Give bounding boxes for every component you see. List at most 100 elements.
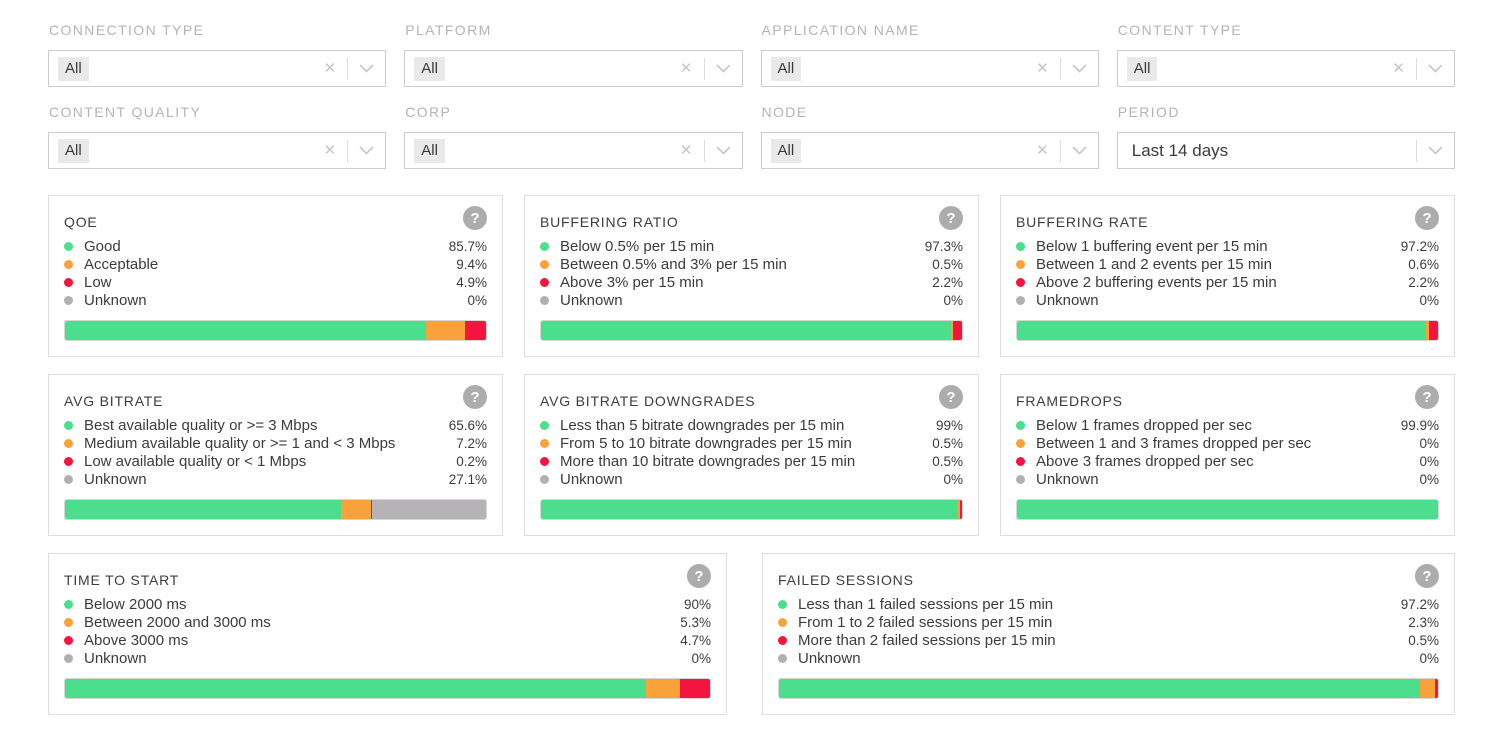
chevron-down-icon[interactable] — [716, 64, 731, 73]
legend-dot-icon — [64, 420, 73, 430]
legend: Below 1 buffering event per 15 min 97.2%… — [1016, 237, 1439, 309]
legend-label: Unknown — [1036, 291, 1099, 309]
clear-icon[interactable]: ✕ — [1392, 60, 1405, 77]
help-icon[interactable]: ? — [939, 385, 963, 409]
filter-select[interactable]: All ✕ — [760, 50, 1099, 87]
legend-value: 4.7% — [680, 632, 711, 648]
clear-icon[interactable]: ✕ — [679, 60, 693, 77]
stacked-bar — [64, 678, 711, 699]
filter-select[interactable]: All ✕ — [1116, 50, 1455, 87]
legend-value: 0% — [1419, 471, 1439, 487]
clear-icon[interactable]: ✕ — [1036, 142, 1049, 159]
bar-segment-warn — [340, 500, 372, 519]
chevron-down-icon[interactable] — [1428, 146, 1443, 155]
legend-value: 0% — [1419, 435, 1439, 451]
legend-value: 85.7% — [448, 238, 487, 254]
legend-label: More than 10 bitrate downgrades per 15 m… — [560, 452, 856, 470]
legend-dot-icon — [1016, 259, 1025, 269]
legend-value: 99% — [935, 417, 963, 433]
chevron-down-icon[interactable] — [1072, 146, 1087, 155]
clear-icon[interactable]: ✕ — [1036, 60, 1049, 77]
legend: Below 0.5% per 15 min 97.3% Between 0.5%… — [540, 237, 963, 309]
filter-select[interactable]: All ✕ — [48, 132, 387, 169]
filter: CONTENT QUALITY All ✕ — [48, 102, 387, 169]
legend-value: 7.2% — [456, 435, 487, 451]
help-icon[interactable]: ? — [1415, 206, 1439, 230]
legend-row: Unknown 0% — [64, 649, 711, 667]
clear-icon[interactable]: ✕ — [679, 142, 693, 159]
filter-label: CORP — [405, 104, 452, 120]
legend-value: 0% — [1419, 650, 1439, 666]
metric-card: TIME TO START ? Below 2000 ms 90% Betwee… — [48, 553, 727, 715]
stacked-bar — [64, 320, 487, 341]
legend-label: More than 2 failed sessions per 15 min — [798, 631, 1056, 649]
filter-divider — [1059, 139, 1061, 162]
legend-dot-icon — [540, 456, 549, 466]
help-icon[interactable]: ? — [687, 564, 711, 588]
legend-label: Between 2000 and 3000 ms — [84, 613, 271, 631]
card-header: AVG BITRATE ? — [64, 385, 487, 409]
legend-row: Unknown 0% — [1016, 470, 1439, 488]
help-icon[interactable]: ? — [463, 206, 487, 230]
filter-label: CONTENT TYPE — [1117, 22, 1243, 38]
legend-label: Above 3% per 15 min — [560, 273, 704, 291]
legend-label: Unknown — [1036, 470, 1099, 488]
metric-card: BUFFERING RATE ? Below 1 buffering event… — [1000, 195, 1455, 357]
bar-segment-unknown — [372, 500, 486, 519]
filter: CONTENT TYPE All ✕ — [1116, 20, 1455, 87]
chevron-down-icon[interactable] — [1428, 64, 1443, 73]
filter-label: PLATFORM — [405, 22, 492, 38]
legend: Less than 5 bitrate downgrades per 15 mi… — [540, 416, 963, 488]
legend-label: From 5 to 10 bitrate downgrades per 15 m… — [560, 434, 852, 452]
legend-dot-icon — [64, 635, 73, 645]
legend-dot-icon — [778, 617, 787, 627]
legend-label: Good — [84, 237, 121, 255]
filter-select[interactable]: All ✕ — [404, 50, 743, 87]
metric-card: AVG BITRATE DOWNGRADES ? Less than 5 bit… — [524, 374, 979, 536]
filter: PLATFORM All ✕ — [404, 20, 743, 87]
filter: PERIOD Last 14 days — [1116, 102, 1455, 169]
card-title: AVG BITRATE — [64, 393, 164, 409]
legend-dot-icon — [64, 653, 73, 663]
bar-segment-bad — [1428, 321, 1438, 340]
filter-select[interactable]: Last 14 days — [1116, 132, 1455, 169]
legend-value: 97.2% — [1400, 596, 1439, 612]
legend-value: 2.3% — [1408, 614, 1439, 630]
chevron-down-icon[interactable] — [359, 146, 374, 155]
legend-dot-icon — [778, 599, 787, 609]
help-icon[interactable]: ? — [1415, 564, 1439, 588]
legend-row: Above 2 buffering events per 15 min 2.2% — [1016, 273, 1439, 291]
help-icon[interactable]: ? — [939, 206, 963, 230]
help-icon[interactable]: ? — [463, 385, 487, 409]
filter-divider — [703, 139, 705, 162]
filter-select[interactable]: All ✕ — [404, 132, 743, 169]
legend-label: Acceptable — [84, 255, 159, 273]
filter: CORP All ✕ — [404, 102, 743, 169]
chevron-down-icon[interactable] — [1072, 64, 1087, 73]
bar-segment-bad — [465, 321, 486, 340]
legend-value: 0.5% — [932, 435, 963, 451]
bar-segment-warn — [1426, 321, 1429, 340]
legend: Less than 1 failed sessions per 15 min 9… — [778, 595, 1439, 667]
metric-card: FRAMEDROPS ? Below 1 frames dropped per … — [1000, 374, 1455, 536]
filter-select[interactable]: All ✕ — [48, 50, 387, 87]
chevron-down-icon[interactable] — [716, 146, 731, 155]
card-title: FAILED SESSIONS — [778, 572, 914, 588]
legend-row: Unknown 27.1% — [64, 470, 487, 488]
filter-select[interactable]: All ✕ — [760, 132, 1099, 169]
filter-divider — [1416, 57, 1417, 80]
chevron-down-icon[interactable] — [359, 64, 374, 73]
help-icon[interactable]: ? — [1415, 385, 1439, 409]
legend-row: Unknown 0% — [64, 291, 487, 309]
legend-value: 0% — [1419, 453, 1439, 469]
card-header: FRAMEDROPS ? — [1016, 385, 1439, 409]
filter-divider — [347, 57, 349, 80]
metric-cards-grid-bottom: TIME TO START ? Below 2000 ms 90% Betwee… — [48, 553, 1455, 715]
filter-value-text: Last 14 days — [1131, 140, 1229, 160]
legend-dot-icon — [1016, 295, 1025, 305]
clear-icon[interactable]: ✕ — [323, 142, 337, 159]
legend-row: Less than 5 bitrate downgrades per 15 mi… — [540, 416, 963, 434]
legend-dot-icon — [1016, 474, 1025, 484]
clear-icon[interactable]: ✕ — [323, 60, 337, 77]
legend-row: Between 0.5% and 3% per 15 min 0.5% — [540, 255, 963, 273]
